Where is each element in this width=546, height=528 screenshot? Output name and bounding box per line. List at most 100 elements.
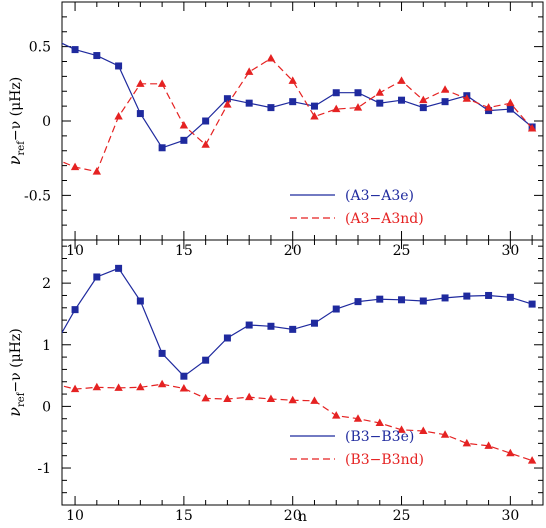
bottom-square-point — [376, 295, 384, 303]
top-square-point — [202, 117, 210, 125]
bottom-square-point — [71, 306, 79, 314]
bottom-square-point — [202, 356, 210, 364]
top-triangle-point — [92, 167, 102, 175]
top-square-point — [419, 104, 427, 112]
bottom-triangle-point — [157, 379, 167, 388]
bottom-triangle-point — [201, 393, 210, 402]
top-data-area — [49, 42, 537, 175]
bottom-square-point — [419, 297, 427, 305]
bottom-triangle-point — [179, 384, 189, 392]
top-triangle-point — [49, 154, 57, 162]
top-square-point — [354, 89, 362, 97]
top-square-point — [506, 105, 514, 113]
bottom-square-point — [289, 325, 297, 333]
bottom-square-point — [245, 321, 253, 329]
bottom-triangle-point — [527, 456, 537, 464]
bottom-x-tick-label: 20 — [284, 508, 302, 523]
bottom-x-tick-label: 30 — [501, 508, 519, 523]
bottom-square-point — [223, 334, 231, 342]
top-triangle-point — [484, 103, 493, 111]
top-triangle-point — [375, 88, 384, 96]
top-triangle-point — [70, 162, 80, 171]
top-square-point — [245, 99, 253, 107]
top-triangle-point — [506, 98, 515, 107]
bottom-series-line-0 — [62, 267, 533, 377]
top-triangle-point — [310, 112, 319, 120]
top-triangle-point — [157, 79, 167, 87]
top-x-tick-label: 25 — [393, 243, 411, 259]
top-y-tick-label: 0 — [42, 114, 51, 130]
bottom-square-point — [506, 293, 514, 301]
top-legend-label-1: (A3−A3nd) — [345, 211, 424, 227]
top-y-tick-label: 0.5 — [29, 40, 51, 56]
top-square-point — [398, 96, 406, 104]
bottom-square-point — [93, 273, 101, 281]
top-triangle-point — [397, 76, 406, 84]
bottom-triangle-point — [462, 438, 472, 447]
top-x-tick-label: 20 — [284, 243, 302, 259]
bottom-legend-label-1: (B3−B3nd) — [345, 452, 424, 468]
bottom-square-point — [354, 298, 362, 306]
bottom-square-point — [136, 297, 144, 305]
top-triangle-point — [136, 79, 145, 87]
bottom-y-axis-title: νref−ν (μHz) — [5, 328, 27, 416]
bottom-x-tick-label: 25 — [393, 508, 411, 523]
bottom-square-point — [115, 264, 123, 272]
bottom-square-point — [267, 322, 275, 330]
bottom-plot-frame — [61, 239, 544, 506]
top-square-point — [289, 98, 297, 106]
bottom-triangle-point — [375, 418, 384, 427]
bottom-y-tick-label: -1 — [37, 461, 51, 477]
top-y-axis-title: νref−ν (μHz) — [5, 77, 27, 165]
top-legend-label-0: (A3−A3e) — [345, 188, 414, 204]
top-triangle-point — [332, 104, 341, 113]
bottom-square-point — [398, 296, 406, 304]
bottom-y-tick-label: 1 — [42, 338, 51, 354]
bottom-triangle-point — [244, 392, 254, 401]
bottom-square-point — [528, 300, 536, 308]
bottom-square-point — [463, 292, 471, 300]
bottom-triangle-point — [92, 382, 102, 391]
bottom-series-line-1 — [62, 383, 533, 462]
top-square-point — [267, 104, 275, 112]
top-square-point — [441, 98, 449, 106]
bottom-triangle-point — [484, 441, 493, 449]
top-x-tick-label: 15 — [175, 243, 193, 259]
top-panel: 10 15 20 25 30 -0.5 0 0.5 νref−ν (μHz) (A3−A3e) (A… — [5, 1, 544, 259]
top-triangle-point — [440, 85, 450, 93]
bottom-triangle-point — [419, 426, 428, 435]
top-square-point — [223, 95, 231, 103]
bottom-triangle-point — [353, 414, 363, 422]
bottom-x-tick-label: 15 — [175, 508, 193, 523]
top-triangle-point — [462, 94, 472, 102]
top-square-point — [93, 52, 101, 60]
top-square-point — [136, 110, 144, 118]
top-y-tick-label: -0.5 — [24, 188, 51, 204]
bottom-triangle-point — [114, 383, 123, 391]
bottom-triangle-point — [136, 382, 145, 391]
bottom-triangle-point — [266, 394, 276, 402]
top-triangle-point — [266, 54, 276, 62]
bottom-square-point — [158, 349, 166, 357]
bottom-triangle-point — [506, 448, 515, 457]
top-square-point — [158, 144, 166, 152]
top-square-point — [180, 136, 188, 144]
top-square-point — [376, 99, 384, 107]
bottom-triangle-point — [70, 384, 80, 393]
bottom-triangle-point — [332, 411, 341, 419]
top-square-point — [115, 62, 123, 70]
bottom-legend-label-0: (B3−B3e) — [345, 429, 414, 445]
bottom-triangle-point — [440, 430, 450, 438]
top-triangle-point — [201, 140, 210, 148]
top-series-line-0 — [62, 42, 533, 149]
top-plot-frame — [61, 1, 544, 241]
bottom-data-area — [62, 264, 537, 464]
top-triangle-point — [223, 100, 232, 108]
top-x-tick-label: 30 — [501, 243, 519, 259]
bottom-square-point — [485, 291, 493, 299]
top-triangle-point — [179, 120, 189, 129]
bottom-triangle-point — [288, 395, 297, 404]
top-triangle-point — [353, 103, 363, 111]
